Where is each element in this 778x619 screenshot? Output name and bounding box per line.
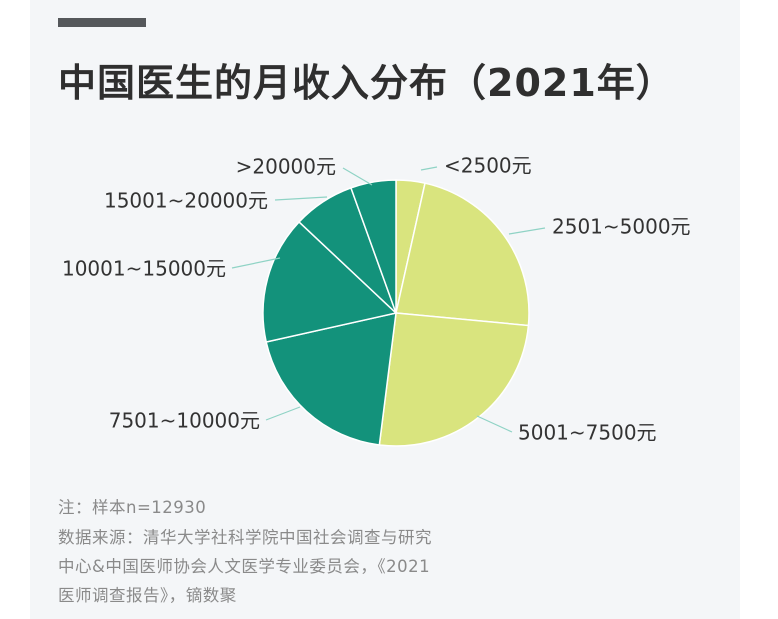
- leader-line: [265, 406, 301, 421]
- slice-label: 7501~10000元: [109, 409, 260, 433]
- pie-slice: [349, 179, 397, 314]
- slice-label: <2500元: [444, 154, 532, 178]
- leader-line: [231, 257, 281, 269]
- sample-note: 注：样本n=12930: [58, 498, 207, 517]
- leader-line: [420, 166, 438, 171]
- slice-label: 15001~20000元: [104, 189, 268, 213]
- slice-label: 10001~15000元: [62, 257, 226, 281]
- leader-line: [508, 227, 546, 235]
- slice-label: 5001~7500元: [518, 421, 657, 445]
- slice-labels: <2500元 2501~5000元 5001~7500元 7501~10000元 100…: [62, 154, 691, 445]
- chart-title: 中国医生的月收入分布（2021年）: [58, 61, 675, 105]
- leader-line: [476, 415, 513, 433]
- source-note-line-1: 数据来源：清华大学社科学院中国社会调查与研究: [58, 528, 432, 547]
- leader-line: [342, 167, 373, 186]
- source-note-line-3: 医师调查报告》，镝数聚: [58, 586, 237, 605]
- pie-slices: [262, 179, 530, 447]
- slice-label: >20000元: [236, 155, 336, 179]
- pie-slice: [378, 312, 530, 447]
- title-accent-bar: [58, 18, 146, 27]
- leader-lines: [231, 166, 546, 433]
- slice-label: 2501~5000元: [552, 215, 691, 239]
- pie-slice: [265, 312, 397, 446]
- source-note-line-2: 中心&中国医师协会人文医学专业委员会，《2021: [58, 557, 431, 576]
- pie-slice: [262, 220, 398, 343]
- leader-line: [274, 196, 328, 201]
- pie-slice: [395, 182, 530, 327]
